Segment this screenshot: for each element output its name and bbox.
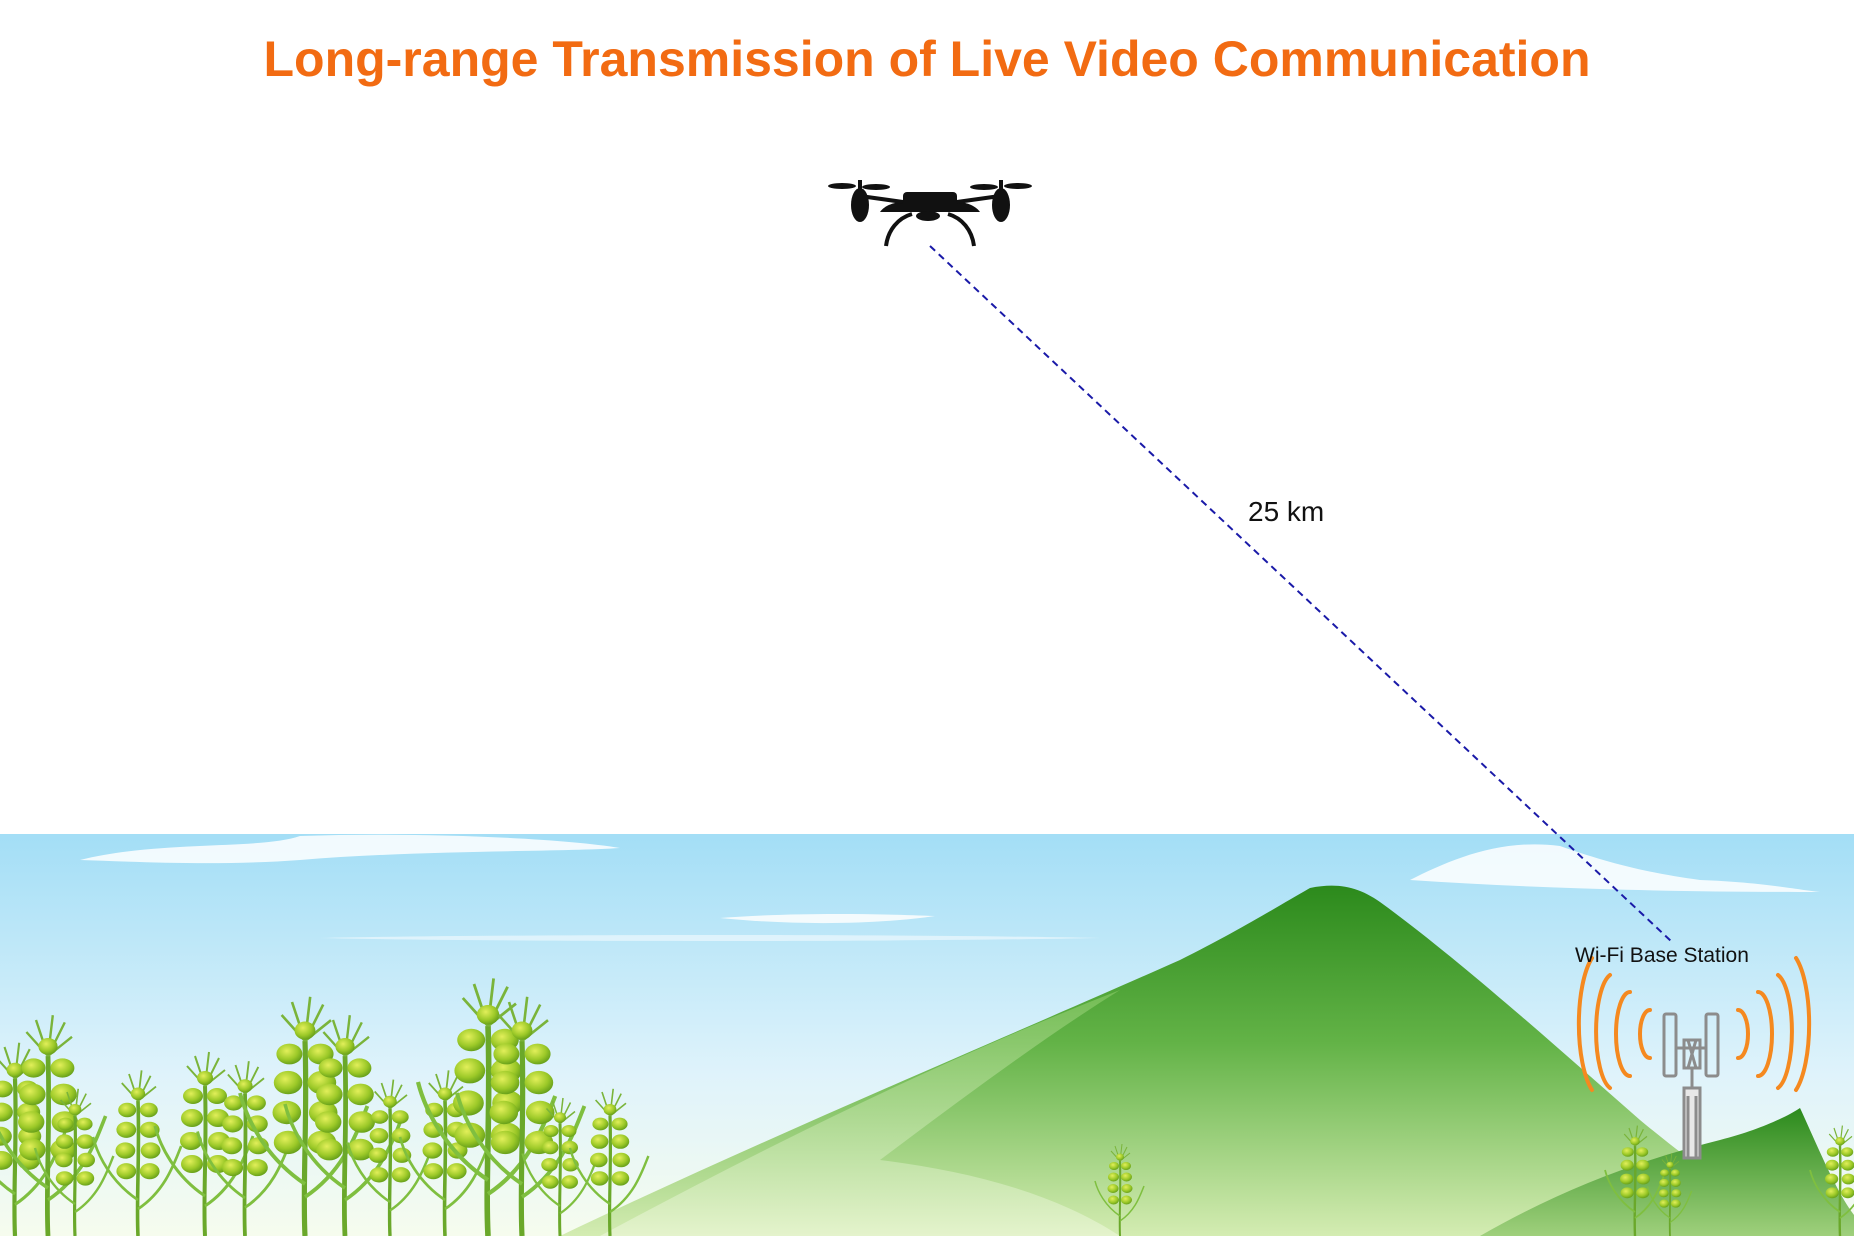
link-line [929,245,1673,943]
page-title: Long-range Transmission of Live Video Co… [263,31,1591,87]
base-station-label: Wi-Fi Base Station [1575,944,1749,967]
drone-icon [828,180,1032,247]
signal-waves-icon [1576,956,1812,1092]
tower-icon [1662,1012,1720,1160]
clouds [80,834,1820,941]
mountain-highlight [600,990,1120,1236]
distance-label: 25 km [1248,496,1325,527]
